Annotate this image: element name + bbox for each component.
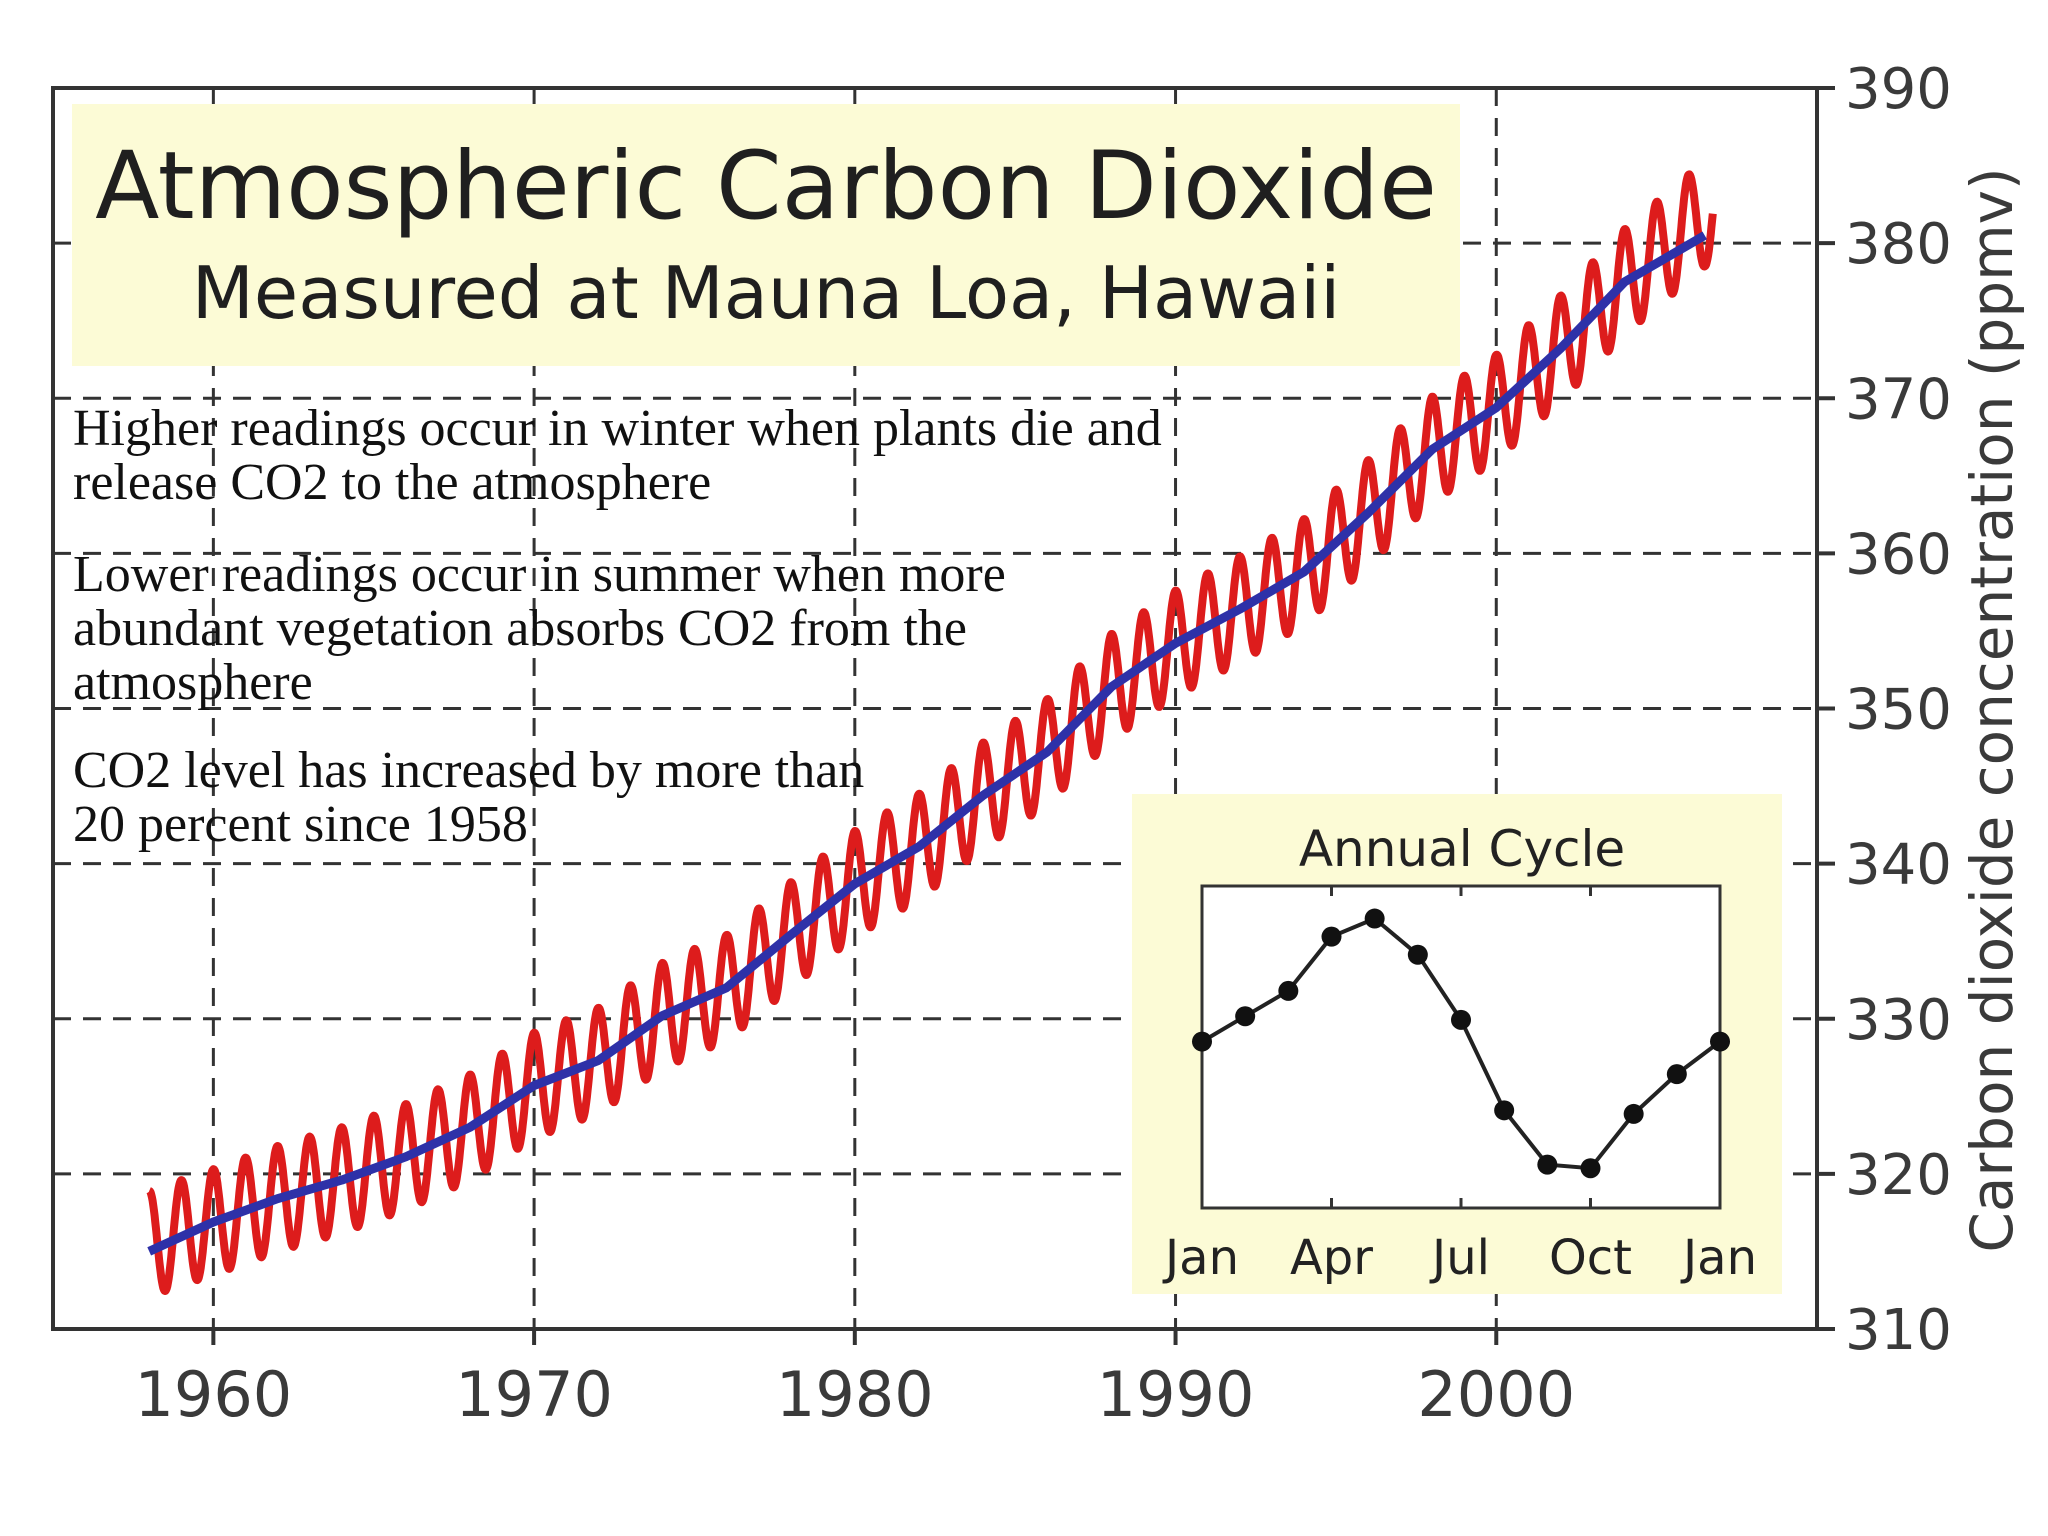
annual-cycle-points <box>1192 908 1730 1179</box>
annual-cycle-point <box>1364 908 1385 929</box>
annual-cycle-tick-label: Oct <box>1549 1230 1632 1286</box>
annual-cycle-point <box>1710 1031 1730 1052</box>
y-tick-label: 330 <box>1845 988 1952 1053</box>
y-tick-label: 340 <box>1845 833 1952 898</box>
annotation-line: atmosphere <box>73 654 313 711</box>
chart-subtitle: Measured at Mauna Loa, Hawaii <box>192 251 1340 335</box>
co2-series <box>145 170 1717 1295</box>
annual-cycle-point <box>1666 1064 1687 1085</box>
x-tick-label: 1970 <box>455 1358 613 1431</box>
annotation-3: CO2 level has increased by more than 20 p… <box>73 742 864 853</box>
annual-cycle-tick-label: Apr <box>1290 1230 1373 1286</box>
annual-cycle-point <box>1192 1031 1212 1052</box>
y-tick-label: 360 <box>1845 522 1952 587</box>
annotation-line: Higher readings occur in winter when pla… <box>73 400 1162 457</box>
annotation-2: Lower readings occur in summer when more… <box>73 546 1006 711</box>
annual-cycle-point <box>1451 1009 1471 1030</box>
annotation-line: Lower readings occur in summer when more <box>73 546 1006 603</box>
y-axis-label: Carbon dioxide concentration (ppmv) <box>1958 167 2026 1252</box>
annual-cycle-ticks: Jan Apr Jul Oct Jan <box>1162 886 1757 1286</box>
annual-cycle-tick-label: Jan <box>1680 1230 1757 1286</box>
annotation-1: Higher readings occur in winter when pla… <box>73 400 1162 511</box>
annotation-line: release CO2 to the atmosphere <box>73 454 711 511</box>
x-tick-label: 1980 <box>776 1358 934 1431</box>
annotations: Higher readings occur in winter when pla… <box>73 400 1162 853</box>
seasonal-co2-line <box>145 170 1717 1295</box>
y-tick-label: 320 <box>1845 1143 1952 1208</box>
annual-cycle-point <box>1580 1158 1601 1179</box>
y-tick-label: 370 <box>1845 367 1952 432</box>
annual-cycle-point <box>1494 1100 1515 1121</box>
y-tick-label: 350 <box>1845 678 1952 743</box>
y-tick-label: 310 <box>1845 1298 1952 1363</box>
annual-cycle-point <box>1407 944 1428 965</box>
annual-cycle-point <box>1278 980 1299 1001</box>
annotation-line: CO2 level has increased by more than <box>73 742 864 799</box>
x-tick-label: 1960 <box>134 1358 292 1431</box>
annual-cycle-tick-label: Jan <box>1162 1230 1239 1286</box>
title-box <box>72 104 1460 366</box>
y-tick-label: 380 <box>1845 212 1952 277</box>
annual-cycle-point <box>1537 1154 1558 1175</box>
y-tick-label: 390 <box>1845 57 1952 122</box>
inset-plot-frame <box>1200 884 1722 1210</box>
annual-cycle-inset: Annual Cycle Jan Apr Jul Oct Jan <box>1132 794 1782 1294</box>
chart-title: Atmospheric Carbon Dioxide <box>95 132 1437 241</box>
annual-trend-line <box>147 231 1707 1256</box>
annual-cycle-point <box>1235 1006 1256 1027</box>
annotation-line: 20 percent since 1958 <box>73 796 528 853</box>
annual-cycle-tick-label: Jul <box>1429 1230 1490 1286</box>
axes: 310 320 330 340 350 360 370 380 390 1960 1970 1980 1… <box>134 57 1951 1431</box>
annotation-line: abundant vegetation absorbs CO2 from the <box>73 600 967 657</box>
annual-cycle-point <box>1623 1103 1644 1124</box>
inset-title: Annual Cycle <box>1299 820 1625 878</box>
x-tick-label: 2000 <box>1417 1358 1575 1431</box>
x-tick-label: 1990 <box>1097 1358 1255 1431</box>
annual-cycle-point <box>1321 926 1342 947</box>
